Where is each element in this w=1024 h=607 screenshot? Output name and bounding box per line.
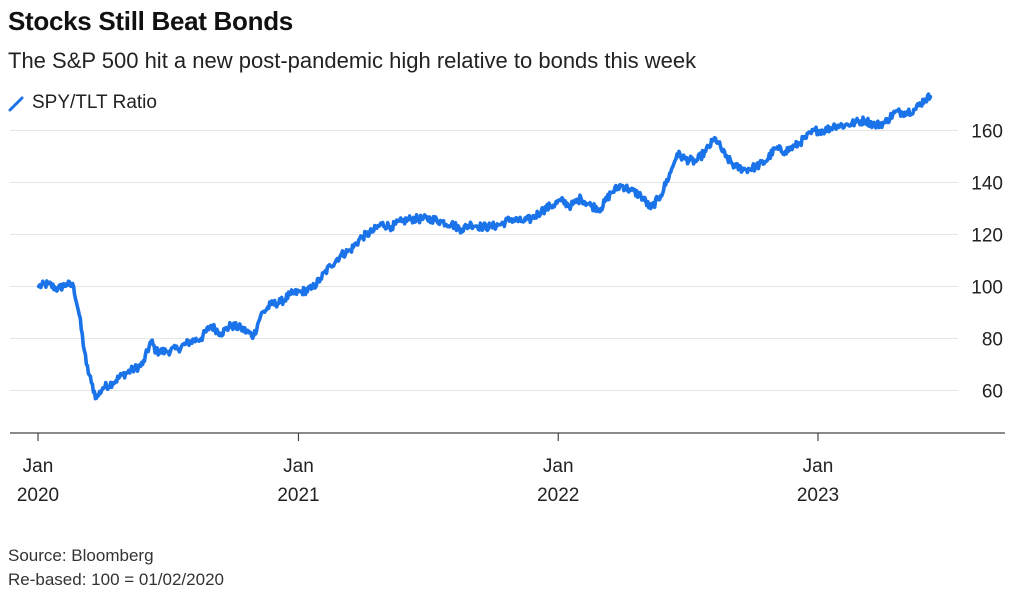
x-tick-year-label: 2022 <box>537 485 579 506</box>
x-tick-year-label: 2021 <box>277 485 319 506</box>
y-tick-label: 140 <box>971 174 1003 195</box>
legend-label: SPY/TLT Ratio <box>32 92 157 113</box>
chart-title: Stocks Still Beat Bonds <box>8 6 293 36</box>
chart-subtitle: The S&P 500 hit a new post-pandemic high… <box>8 48 697 73</box>
gridlines <box>10 130 958 391</box>
legend-swatch-icon <box>8 96 24 112</box>
x-tick-month-label: Jan <box>23 456 54 477</box>
y-tick-label: 80 <box>982 330 1003 351</box>
y-tick-label: 60 <box>982 382 1003 403</box>
series-line-spy-tlt-ratio <box>36 92 933 401</box>
legend: SPY/TLT Ratio <box>8 92 157 114</box>
x-tick-year-label: 2020 <box>17 485 59 506</box>
x-tick-year-label: 2023 <box>797 485 839 506</box>
source-note: Source: Bloomberg <box>8 546 154 565</box>
x-tick-month-label: Jan <box>543 456 574 477</box>
x-axis: Jan 2020 Jan 2021 Jan 2022 Jan 2023 <box>10 432 1005 506</box>
x-tick-month-label: Jan <box>283 456 314 477</box>
y-tick-label: 160 <box>971 122 1003 143</box>
y-tick-label: 120 <box>971 226 1003 247</box>
y-axis: 60 80 100 120 140 160 <box>971 122 1003 403</box>
y-tick-label: 100 <box>971 278 1003 299</box>
x-tick-month-label: Jan <box>803 456 834 477</box>
rebase-note: Re-based: 100 = 01/02/2020 <box>8 570 224 589</box>
series-layer <box>36 92 933 401</box>
